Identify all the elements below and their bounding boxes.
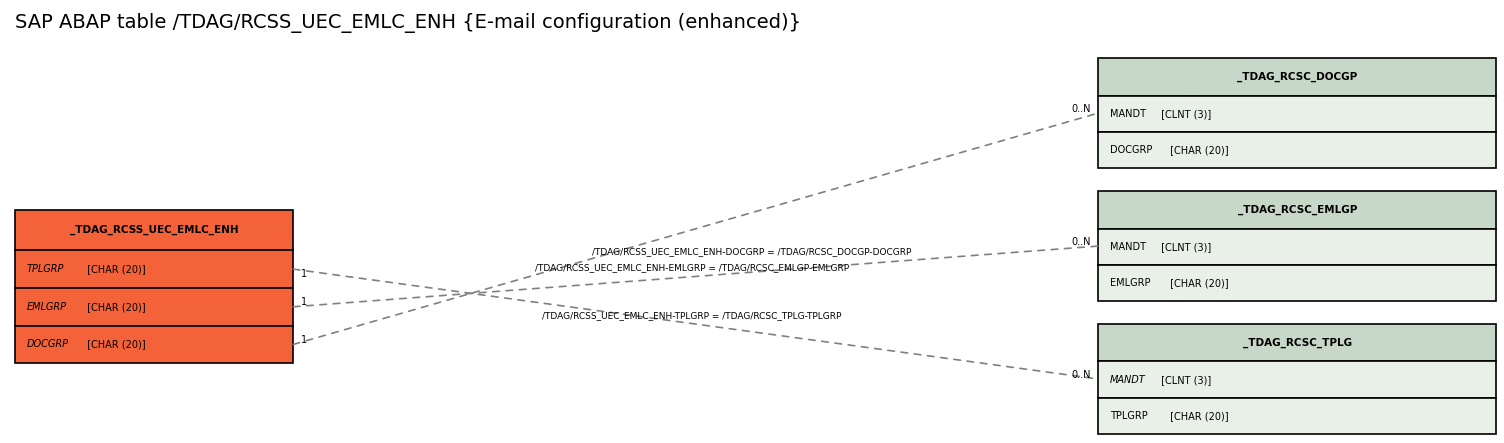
Text: DOCGRP: DOCGRP <box>1110 145 1152 155</box>
Text: [CHAR (20)]: [CHAR (20)] <box>84 264 146 274</box>
Bar <box>15 250 293 288</box>
Bar <box>1098 324 1496 361</box>
Text: DOCGRP: DOCGRP <box>27 339 69 350</box>
Text: /TDAG/RCSS_UEC_EMLC_ENH-TPLGRP = /TDAG/RCSC_TPLG-TPLGRP: /TDAG/RCSS_UEC_EMLC_ENH-TPLGRP = /TDAG/R… <box>541 311 842 320</box>
Text: _TDAG_RCSC_EMLGP: _TDAG_RCSC_EMLGP <box>1238 205 1357 215</box>
Text: MANDT: MANDT <box>1110 109 1146 119</box>
Bar <box>1098 96 1496 132</box>
Bar <box>1098 58 1496 96</box>
Text: 0..N: 0..N <box>1071 369 1090 380</box>
Text: _TDAG_RCSS_UEC_EMLC_ENH: _TDAG_RCSS_UEC_EMLC_ENH <box>69 225 239 236</box>
Text: 0..N: 0..N <box>1071 104 1090 114</box>
Bar <box>1098 229 1496 265</box>
Text: /TDAG/RCSS_UEC_EMLC_ENH-DOCGRP = /TDAG/RCSC_DOCGP-DOCGRP: /TDAG/RCSS_UEC_EMLC_ENH-DOCGRP = /TDAG/R… <box>593 248 911 256</box>
Bar <box>1098 191 1496 229</box>
Text: MANDT: MANDT <box>1110 375 1146 385</box>
Text: TPLGRP: TPLGRP <box>1110 411 1148 421</box>
Text: [CHAR (20)]: [CHAR (20)] <box>1167 278 1229 288</box>
Text: 0..N: 0..N <box>1071 237 1090 247</box>
Text: [CLNT (3)]: [CLNT (3)] <box>1158 242 1211 252</box>
Text: [CHAR (20)]: [CHAR (20)] <box>1167 411 1229 421</box>
Text: EMLGRP: EMLGRP <box>1110 278 1151 288</box>
Text: 1: 1 <box>301 335 307 345</box>
Text: [CHAR (20)]: [CHAR (20)] <box>84 302 146 312</box>
Text: _TDAG_RCSC_DOCGP: _TDAG_RCSC_DOCGP <box>1238 72 1357 82</box>
Bar <box>1098 265 1496 301</box>
Text: EMLGRP: EMLGRP <box>27 302 68 312</box>
Text: 1: 1 <box>301 297 307 307</box>
Bar <box>1098 132 1496 168</box>
Bar <box>1098 398 1496 434</box>
Text: /TDAG/RCSS_UEC_EMLC_ENH-EMLGRP = /TDAG/RCSC_EMLGP-EMLGRP: /TDAG/RCSS_UEC_EMLC_ENH-EMLGRP = /TDAG/R… <box>535 263 848 272</box>
Bar <box>15 288 293 326</box>
Text: _TDAG_RCSC_TPLG: _TDAG_RCSC_TPLG <box>1242 338 1352 348</box>
Bar <box>15 326 293 363</box>
Text: [CHAR (20)]: [CHAR (20)] <box>84 339 146 350</box>
Bar <box>1098 361 1496 398</box>
Text: SAP ABAP table /TDAG/RCSS_UEC_EMLC_ENH {E-mail configuration (enhanced)}: SAP ABAP table /TDAG/RCSS_UEC_EMLC_ENH {… <box>15 13 802 33</box>
Text: [CLNT (3)]: [CLNT (3)] <box>1158 375 1211 385</box>
Bar <box>15 210 293 250</box>
Text: TPLGRP: TPLGRP <box>27 264 65 274</box>
Text: [CHAR (20)]: [CHAR (20)] <box>1167 145 1229 155</box>
Text: MANDT: MANDT <box>1110 242 1146 252</box>
Text: [CLNT (3)]: [CLNT (3)] <box>1158 109 1211 119</box>
Text: 1: 1 <box>301 268 307 279</box>
